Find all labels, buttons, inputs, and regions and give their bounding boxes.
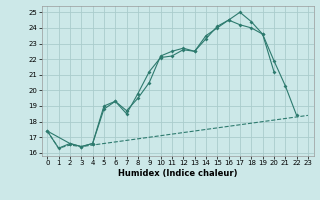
X-axis label: Humidex (Indice chaleur): Humidex (Indice chaleur): [118, 169, 237, 178]
